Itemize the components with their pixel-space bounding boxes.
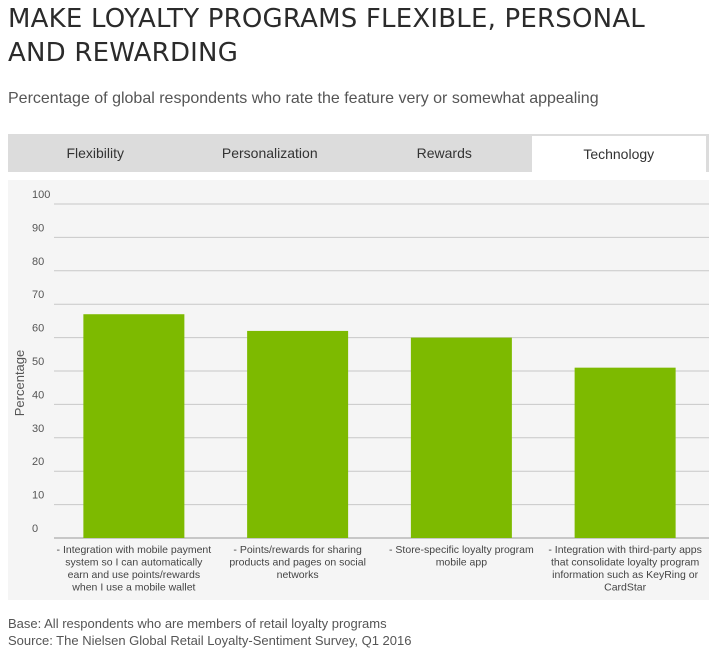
bar-1 (83, 314, 185, 538)
chart-title: MAKE LOYALTY PROGRAMS FLEXIBLE, PERSONAL… (8, 4, 645, 68)
source-note: Source: The Nielsen Global Retail Loyalt… (8, 633, 412, 648)
y-axis-title: Percentage (12, 350, 27, 417)
base-note: Base: All respondents who are members of… (8, 616, 387, 631)
y-tick-label-40: 40 (32, 389, 44, 401)
y-tick-label-90: 90 (32, 222, 44, 234)
y-tick-label-20: 20 (32, 456, 44, 468)
y-tick-label-60: 60 (32, 323, 44, 335)
y-tick-label-10: 10 (32, 490, 44, 502)
tab-technology[interactable]: Technology (531, 136, 706, 172)
chart-footer: Base: All respondents who are members of… (8, 615, 411, 649)
category-label-1: - Integration with mobile payment system … (57, 544, 212, 594)
chart-subtitle: Percentage of global respondents who rat… (8, 90, 599, 107)
bar-4 (574, 367, 676, 538)
bar-chart-svg: 0 10 20 30 40 50 60 70 80 90 100 Percentage - Integr… (12, 189, 709, 594)
category-label-4: - Integration with third-party apps that … (548, 544, 702, 594)
y-tick-label-30: 30 (32, 423, 44, 435)
y-tick-label-50: 50 (32, 356, 44, 368)
y-tick-label-70: 70 (32, 289, 44, 301)
category-label-3: - Store-specific loyalty program mobile a… (389, 544, 534, 569)
category-tabs: Flexibility Personalization Rewards Tech… (8, 134, 709, 172)
bar-3 (410, 337, 512, 538)
y-tick-label-0: 0 (32, 523, 38, 535)
bar-2 (247, 330, 349, 538)
category-label-2: - Points/rewards for sharing products and… (229, 544, 366, 581)
y-tick-label-100: 100 (32, 189, 50, 201)
tab-rewards[interactable]: Rewards (416, 145, 472, 161)
y-tick-label-80: 80 (32, 256, 44, 268)
bar-chart: 0 10 20 30 40 50 60 70 80 90 100 Percentage - Integr… (8, 180, 709, 600)
tab-personalization[interactable]: Personalization (221, 145, 318, 161)
tab-flexibility[interactable]: Flexibility (66, 145, 125, 161)
